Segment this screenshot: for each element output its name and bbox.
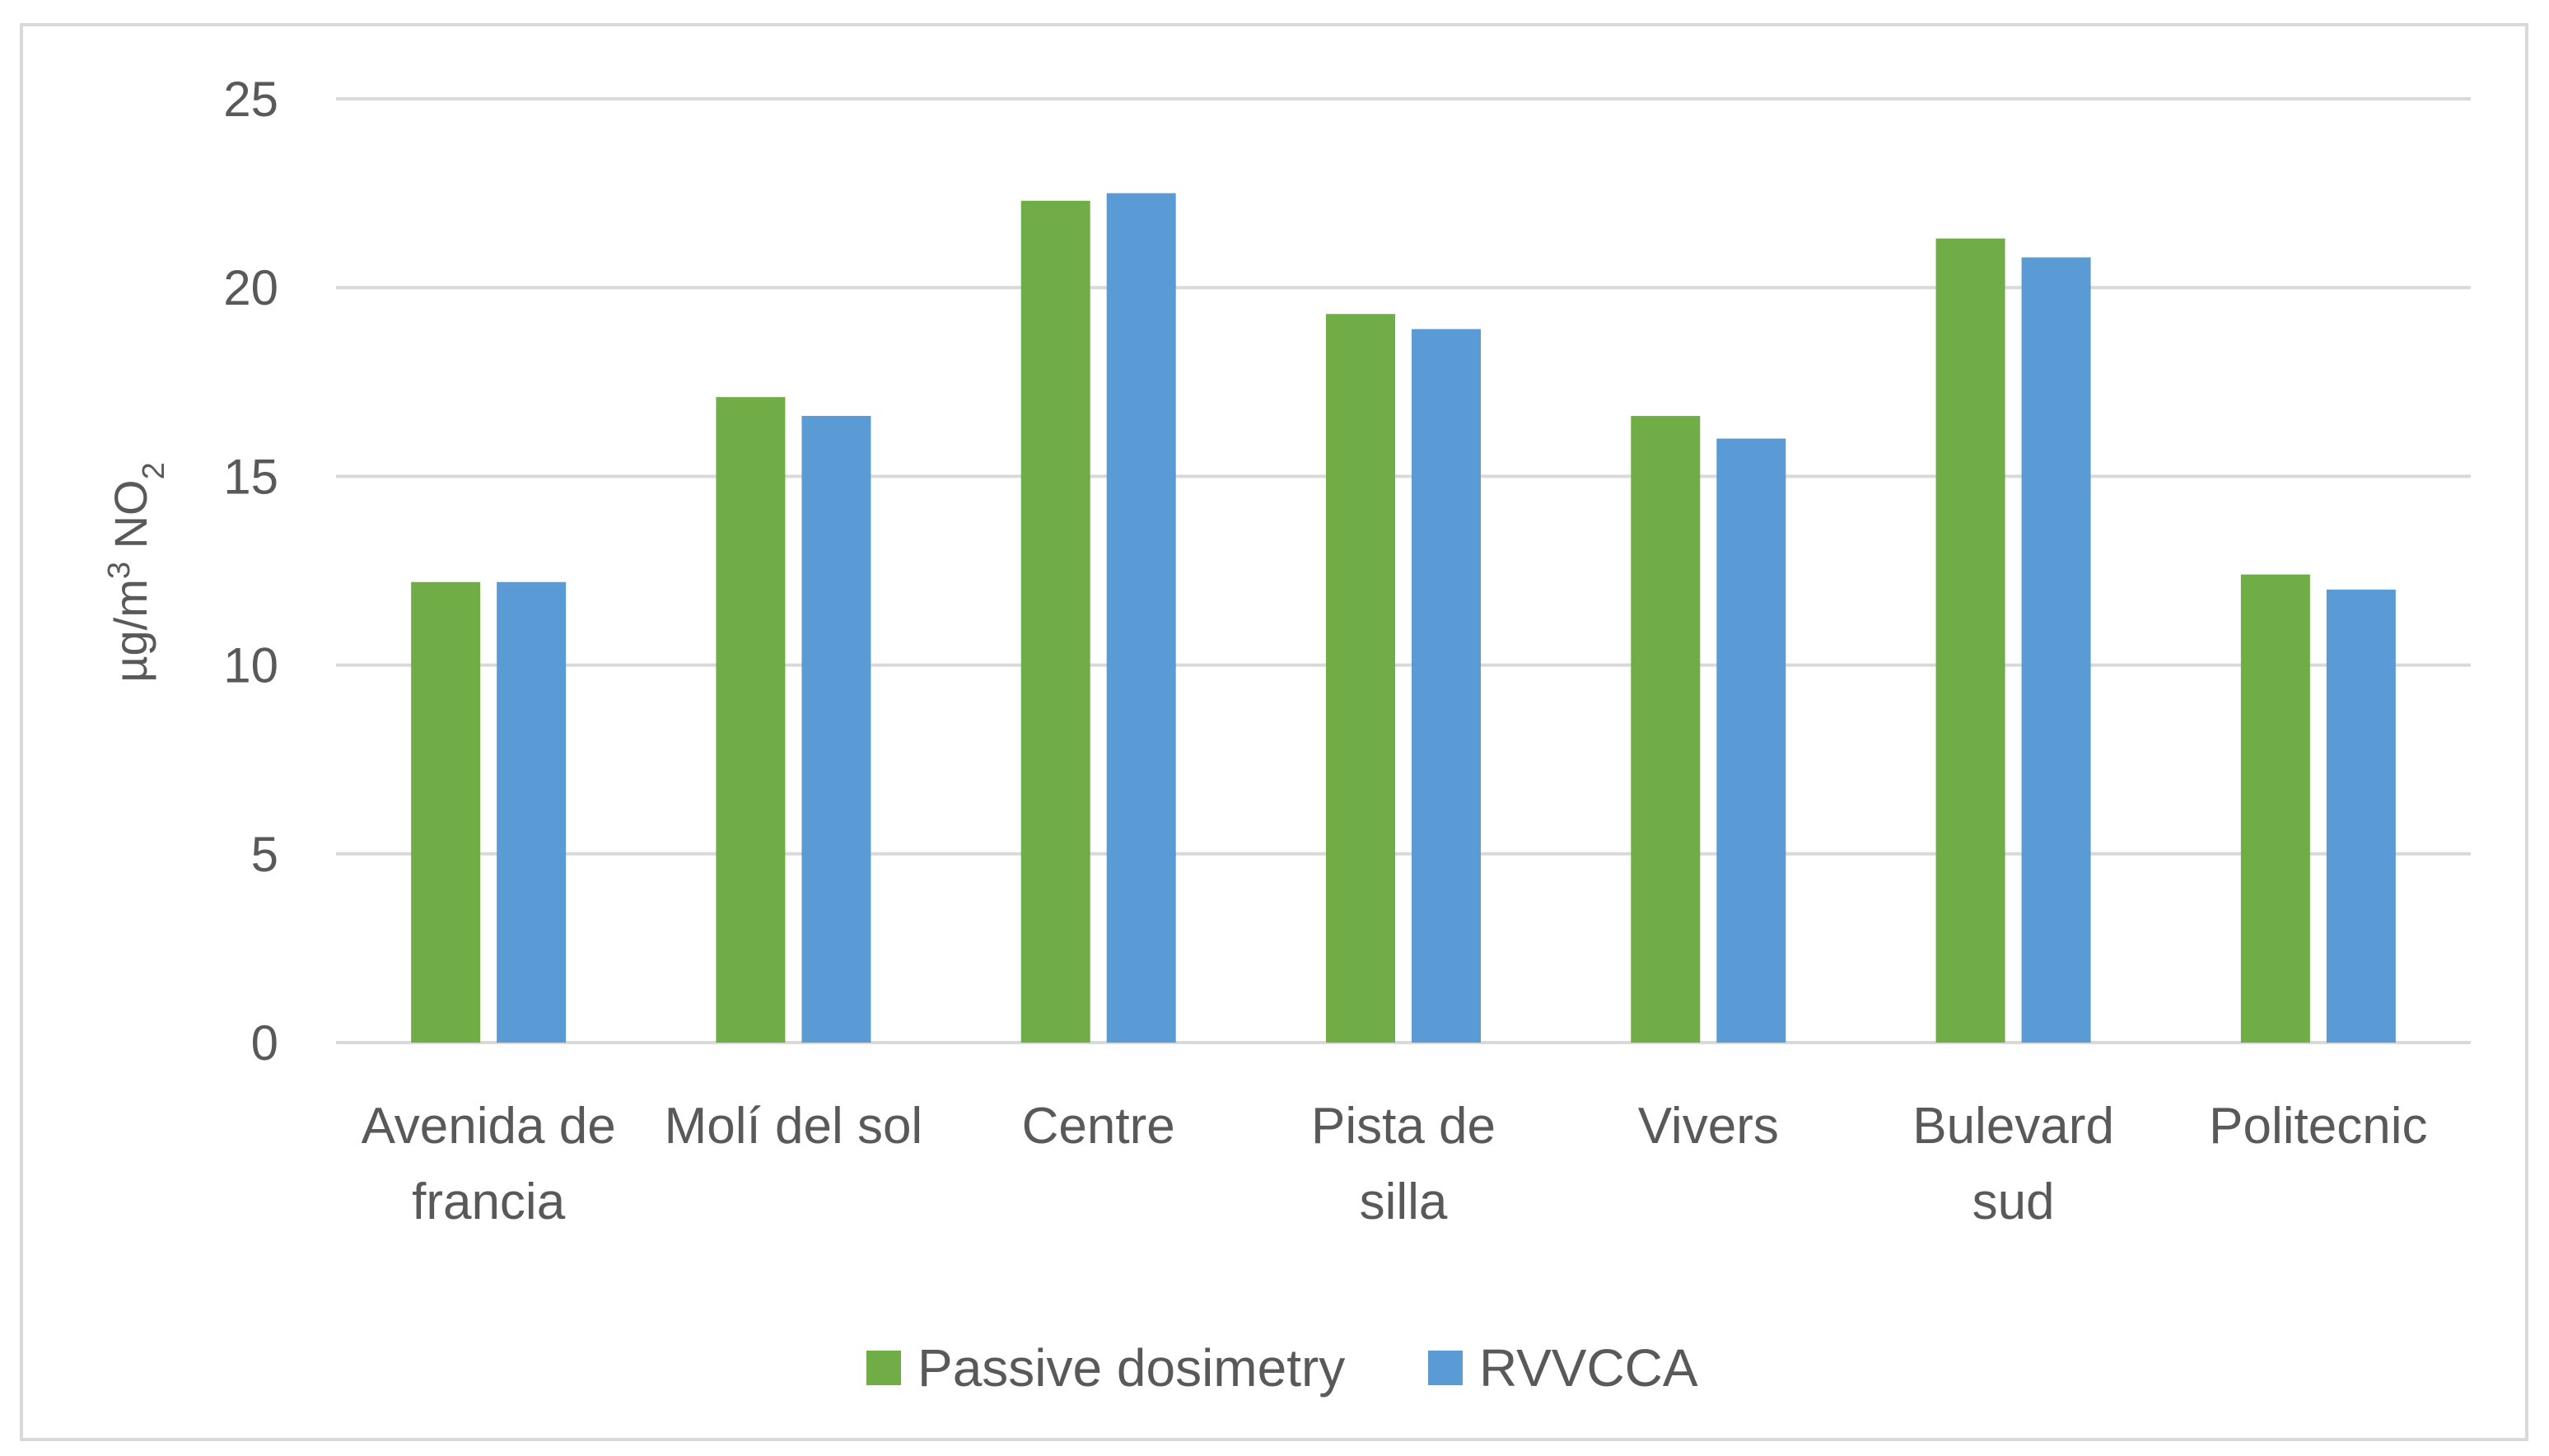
x-axis-labels: Avenida de francia Molí del sol Centre Pista…: [362, 1098, 2428, 1230]
bars: [411, 193, 2396, 1043]
y-tick-label: 25: [223, 72, 278, 127]
gridlines: [336, 97, 2471, 1044]
bar: [1412, 329, 1481, 1043]
bar: [716, 397, 786, 1043]
bar: [1020, 200, 1090, 1043]
bar: [2021, 257, 2091, 1043]
y-tick-label: 20: [223, 260, 278, 315]
bar: [1935, 238, 2005, 1043]
bar: [1326, 314, 1395, 1043]
x-tick-label: Molí del sol: [665, 1098, 923, 1155]
bar: [801, 416, 871, 1043]
x-tick-label: Vivers: [1638, 1098, 1779, 1155]
y-axis-ticks: 0 5 10 15 20 25: [223, 72, 278, 1071]
bar: [2326, 589, 2396, 1043]
y-tick-label: 5: [251, 827, 278, 882]
legend: Passive dosimetry RVVCCA: [866, 1338, 1698, 1398]
y-tick-label: 10: [223, 638, 278, 693]
x-tick-label: Pista de silla: [1311, 1098, 1496, 1230]
bar: [497, 581, 567, 1043]
y-tick-label: 15: [223, 449, 278, 504]
bar: [1106, 193, 1176, 1043]
bar: [411, 581, 481, 1043]
legend-swatch: [1428, 1351, 1463, 1385]
bar: [2240, 574, 2310, 1043]
x-tick-label: Centre: [1022, 1098, 1175, 1155]
bar: [1716, 438, 1786, 1043]
x-tick-label: Bulevard sud: [1912, 1098, 2114, 1230]
legend-label: RVVCCA: [1479, 1338, 1698, 1398]
x-tick-label: Avenida de francia: [362, 1098, 616, 1230]
x-tick-label: Politecnic: [2209, 1098, 2427, 1155]
bar: [1631, 416, 1701, 1043]
legend-label: Passive dosimetry: [917, 1338, 1345, 1398]
legend-swatch: [866, 1351, 901, 1385]
y-tick-label: 0: [251, 1015, 278, 1071]
y-axis-label: µg/m3 NO2: [102, 462, 171, 682]
